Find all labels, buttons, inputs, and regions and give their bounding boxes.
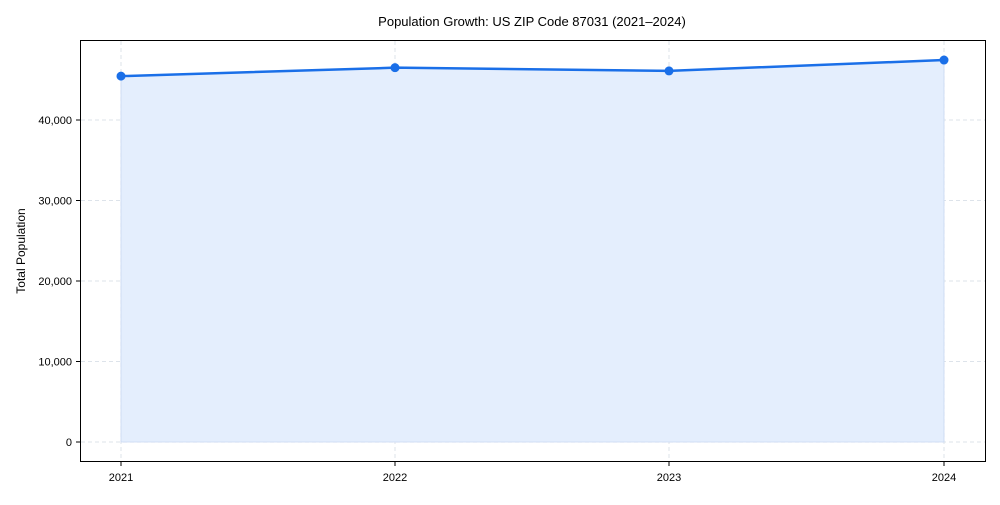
y-axis: 0 10,000 20,000 30,000 40,000	[38, 115, 80, 449]
area-path	[120, 59, 945, 443]
x-axis: 2021 2022 2023 2024	[109, 462, 956, 484]
data-line	[116, 55, 949, 81]
y-axis-label: Total Population	[14, 208, 28, 293]
area-fill	[120, 59, 945, 443]
data-point	[390, 63, 400, 73]
data-point	[939, 55, 949, 65]
series-line	[120, 58, 945, 78]
y-tick-label: 0	[66, 437, 72, 449]
chart-title: Population Growth: US ZIP Code 87031 (20…	[378, 14, 686, 29]
y-tick-label: 10,000	[38, 357, 72, 369]
y-tick-label: 30,000	[38, 196, 72, 208]
data-point	[116, 71, 126, 81]
y-tick-label: 20,000	[38, 276, 72, 288]
x-tick-label: 2024	[932, 472, 956, 484]
plot-frame	[80, 40, 986, 462]
x-tick-label: 2021	[109, 472, 133, 484]
x-tick-label: 2022	[383, 472, 407, 484]
x-tick-label: 2023	[657, 472, 681, 484]
data-point	[664, 66, 674, 76]
y-tick-label: 40,000	[38, 115, 72, 127]
